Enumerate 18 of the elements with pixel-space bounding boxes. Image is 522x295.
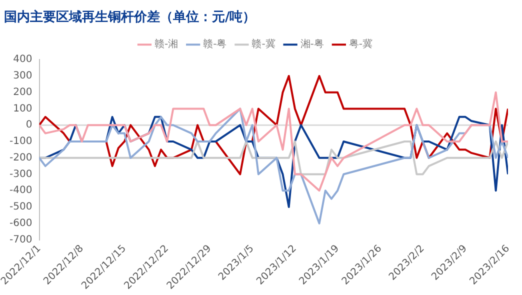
y-tick-label: -200 bbox=[10, 152, 32, 164]
y-tick-label: -500 bbox=[10, 202, 32, 213]
legend-label: 粤-冀 bbox=[348, 38, 373, 50]
legend-label: 湘-粤 bbox=[300, 38, 324, 50]
y-tick-label: -600 bbox=[10, 218, 32, 229]
legend-label: 赣-湘 bbox=[154, 38, 178, 50]
y-tick-label: -300 bbox=[10, 168, 32, 180]
y-tick-label: 300 bbox=[13, 70, 32, 82]
y-tick-label: 200 bbox=[13, 86, 32, 98]
chart-title: 国内主要区域再生铜杆价差（单位：元/吨） bbox=[4, 9, 256, 26]
y-tick-label: 400 bbox=[13, 54, 32, 66]
y-tick-label: -400 bbox=[10, 185, 32, 196]
y-tick-label: -100 bbox=[10, 136, 32, 148]
y-tick-label: 100 bbox=[13, 103, 32, 114]
y-tick-label: -700 bbox=[10, 234, 32, 246]
legend-label: 赣-冀 bbox=[252, 38, 276, 50]
y-tick-label: 0 bbox=[26, 120, 32, 131]
legend-label: 赣-粤 bbox=[203, 38, 227, 50]
